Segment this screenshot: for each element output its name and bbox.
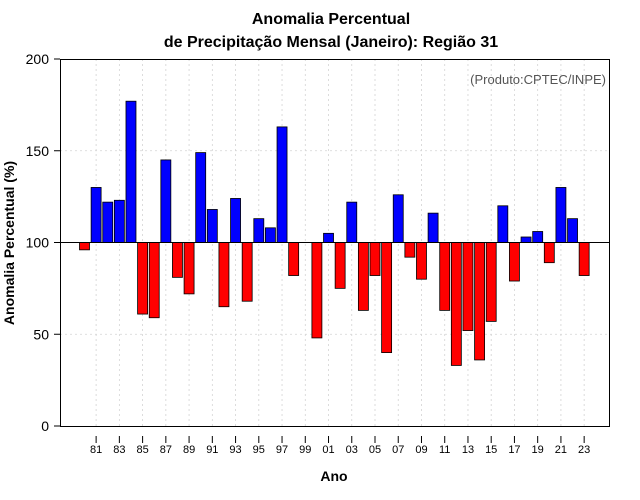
bar-07	[392, 194, 404, 243]
bar-91	[206, 209, 218, 243]
bars	[79, 100, 590, 366]
x-tick-label: 87	[160, 444, 172, 456]
bar-92	[218, 242, 230, 308]
bar-21	[555, 187, 567, 243]
x-tick-label: 13	[462, 444, 474, 456]
grid-lines	[60, 59, 609, 426]
bar-08	[404, 242, 416, 258]
bar-23	[578, 242, 590, 276]
y-tick-label: 150	[26, 143, 50, 159]
bar-19	[532, 231, 544, 243]
x-tick-label: 09	[415, 444, 427, 456]
bar-03	[346, 201, 358, 243]
chart-title-line1: Anomalia Percentual	[252, 11, 410, 28]
bar-95	[253, 218, 265, 243]
bar-02	[334, 242, 346, 289]
bar-82	[102, 201, 114, 243]
x-tick-label: 95	[253, 444, 265, 456]
bar-04	[357, 242, 369, 311]
x-tick-label: 03	[346, 444, 358, 456]
x-tick-label: 15	[485, 444, 497, 456]
x-axis: 81 83 85 87 89 91 93 95 97 99 01 03 05 07 09 11 13 15 17 19…	[90, 436, 590, 456]
bar-94	[241, 242, 253, 302]
bar-83	[113, 199, 125, 243]
x-tick-label: 19	[532, 444, 544, 456]
x-tick-label: 83	[113, 444, 125, 456]
y-axis: 0 50 100 150 200	[26, 51, 60, 434]
bar-09	[416, 242, 427, 280]
bar-88	[172, 242, 183, 278]
x-tick-label: 81	[90, 444, 102, 456]
y-tick-label: 50	[33, 326, 49, 342]
bar-89	[183, 242, 195, 295]
x-tick-label: 17	[508, 444, 520, 456]
source-annotation: (Produto:CPTEC/INPE)	[470, 72, 606, 87]
x-tick-label: 85	[136, 444, 148, 456]
x-tick-label: 11	[439, 444, 450, 456]
x-tick-label: 05	[369, 444, 381, 456]
bar-97	[276, 126, 288, 243]
bar-98	[288, 242, 300, 276]
x-tick-label: 99	[299, 444, 311, 456]
bar-12	[450, 242, 462, 366]
bar-14	[474, 242, 485, 361]
bar-06	[381, 242, 393, 353]
bar-93	[230, 198, 241, 243]
x-tick-label: 23	[578, 444, 590, 456]
bar-84	[125, 100, 137, 243]
bar-01	[323, 232, 334, 243]
x-tick-label: 21	[555, 444, 567, 456]
x-tick-label: 07	[392, 444, 404, 456]
bar-16	[497, 205, 509, 243]
bar-15	[485, 242, 497, 322]
y-tick-label: 100	[26, 235, 50, 251]
bar-00	[311, 242, 323, 339]
x-tick-label: 91	[206, 444, 218, 456]
bar-87	[160, 159, 172, 243]
x-tick-label: 89	[183, 444, 195, 456]
x-tick-label: 97	[276, 444, 288, 456]
bar-18	[520, 236, 532, 243]
bar-17	[509, 242, 520, 282]
bar-10	[427, 212, 439, 243]
bar-05	[369, 242, 381, 276]
y-axis-label: Anomalia Percentual (%)	[1, 161, 17, 325]
bar-90	[195, 152, 207, 243]
bar-20	[543, 242, 555, 264]
bar-80	[79, 242, 90, 251]
bar-96	[265, 227, 276, 243]
bar-13	[462, 242, 474, 331]
bar-81	[90, 187, 102, 243]
y-tick-label: 0	[41, 418, 49, 434]
bar-85	[137, 242, 149, 315]
x-tick-label: 93	[229, 444, 241, 456]
y-tick-label: 200	[26, 51, 50, 67]
bar-11	[439, 242, 451, 311]
chart-title-line2: de Precipitação Mensal (Janeiro): Região…	[164, 34, 498, 51]
plot-frame	[60, 59, 610, 427]
x-axis-label: Ano	[320, 468, 347, 484]
bar-86	[148, 242, 160, 319]
x-tick-label: 01	[322, 444, 334, 456]
bar-22	[567, 218, 578, 243]
